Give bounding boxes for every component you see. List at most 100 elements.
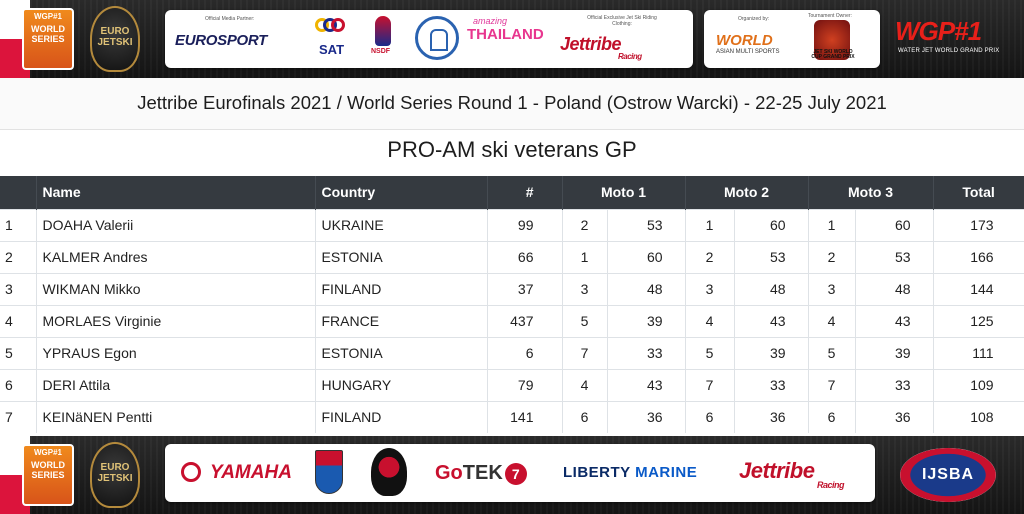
cell-moto2-points: 48 (734, 272, 809, 305)
table-row: 2 KALMER Andres ESTONIA 66 1 60 2 53 2 53 166 (0, 240, 1024, 273)
cell-moto1-position: 7 (562, 336, 608, 369)
cell-total: 166 (933, 240, 1024, 273)
jettribe-logo: Jettribe Racing (560, 34, 642, 61)
cell-moto2-points: 36 (734, 400, 809, 433)
sat-logo-text: SAT (319, 42, 345, 57)
gotek-go-text: Go (435, 462, 463, 484)
sat-logo: SAT (311, 18, 351, 58)
cell-moto2-points: 39 (734, 336, 809, 369)
gotek-logo: GoTEK 7 (435, 462, 527, 485)
world-series-logo: WGP#1 WORLD SERIES (22, 444, 74, 506)
gotek-tek-text: TEK (462, 462, 503, 484)
cell-moto1-points: 36 (607, 400, 686, 433)
cell-moto1-position: 6 (562, 400, 608, 433)
wgp-mini-label: WGP#1 (33, 448, 62, 457)
cell-name: KALMER Andres (36, 240, 316, 273)
cell-total: 173 (933, 208, 1024, 241)
cell-country: HUNGARY (315, 368, 488, 401)
nsdf-logo-text: NSDF (371, 48, 391, 55)
header-total[interactable]: Total (933, 176, 1024, 209)
gotek-seven-badge: 7 (504, 463, 527, 485)
euro-finals-logo-text: EURO JETSKI (97, 462, 133, 484)
cell-name: KEINäNEN Pentti (36, 400, 316, 433)
cell-moto3-position: 5 (808, 336, 856, 369)
header-name[interactable]: Name (36, 176, 316, 209)
world-cup-gp-logo (814, 20, 850, 60)
cell-moto2-points: 60 (734, 208, 809, 241)
clothing-label: Official Exclusive Jet Ski Riding Clothi… (587, 15, 657, 27)
cell-moto3-position: 3 (808, 272, 856, 305)
yamaha-logo-text: YAMAHA (209, 462, 292, 483)
cell-number: 6 (487, 336, 563, 369)
cell-moto2-position: 2 (685, 240, 735, 273)
ijsba-logo: IJSBA (900, 448, 996, 502)
header-moto2[interactable]: Moto 2 (685, 176, 809, 209)
liberty-marine-logo: LIBERTY MARINE (563, 464, 697, 481)
cell-number: 141 (487, 400, 563, 433)
cell-total: 144 (933, 272, 1024, 305)
cell-number: 99 (487, 208, 563, 241)
cell-number: 79 (487, 368, 563, 401)
jettribe-logo: Jettribe Racing (739, 458, 845, 490)
world-logo-subtext: ASIAN MULTI SPORTS (716, 49, 780, 55)
jettribe-logo-text: Jettribe (739, 458, 815, 483)
marine-text: MARINE (635, 464, 698, 481)
euro-finals-logo-text: EURO JETSKI (97, 26, 133, 48)
cell-moto1-points: 48 (607, 272, 686, 305)
cell-moto1-position: 3 (562, 272, 608, 305)
cell-moto1-position: 1 (562, 240, 608, 273)
wgp1-subtitle: WATER JET WORLD GRAND PRIX (898, 48, 1000, 54)
amazing-thailand-tagline: amazing (473, 16, 508, 26)
cell-country: FINLAND (315, 272, 488, 305)
cell-name: DOAHA Valerii (36, 208, 316, 241)
header-moto3[interactable]: Moto 3 (808, 176, 934, 209)
euro-finals-logo: EURO JETSKI (90, 6, 140, 72)
table-row: 6 DERI Attila HUNGARY 79 4 43 7 33 7 33 109 (0, 368, 1024, 401)
wgp1-logo: WGP#1 (895, 16, 982, 46)
table-header-row: Name Country # Moto 1 Moto 2 Moto 3 Tota… (0, 176, 1024, 209)
cell-number: 66 (487, 240, 563, 273)
cell-moto3-position: 1 (808, 208, 856, 241)
world-series-logo: WGP#1 WORLD SERIES (22, 8, 74, 70)
cell-moto2-points: 43 (734, 304, 809, 337)
nsdf-emblem-icon (375, 16, 391, 46)
sat-rings-icon (315, 18, 345, 42)
table-row: 4 MORLAES Virginie FRANCE 437 5 39 4 43 4 43 125 (0, 304, 1024, 337)
cell-moto1-points: 39 (607, 304, 686, 337)
cell-moto2-position: 1 (685, 208, 735, 241)
cell-pos: 1 (0, 208, 37, 241)
world-asian-multi-sports-logo: WORLD ASIAN MULTI SPORTS (716, 32, 779, 55)
liberty-text: LIBERTY (563, 464, 631, 481)
cell-country: ESTONIA (315, 240, 488, 273)
header-country[interactable]: Country (315, 176, 488, 209)
tournament-owner-label: Tournament Owner: (808, 13, 852, 19)
cell-moto3-position: 6 (808, 400, 856, 433)
event-title: Jettribe Eurofinals 2021 / World Series … (0, 78, 1024, 130)
cell-country: FRANCE (315, 304, 488, 337)
cell-pos: 6 (0, 368, 37, 401)
wgp-mini-label: WGP#1 (33, 12, 62, 21)
nsdf-logo: NSDF (371, 16, 395, 60)
results-table: Name Country # Moto 1 Moto 2 Moto 3 Tota… (0, 176, 1024, 433)
jettribe-racing-text: Racing (618, 52, 642, 61)
jettribe-racing-text: Racing (817, 480, 845, 490)
header-number[interactable]: # (487, 176, 563, 209)
cell-moto1-position: 2 (562, 208, 608, 241)
thai-ministry-emblem-icon (415, 16, 459, 60)
cell-pos: 7 (0, 400, 37, 433)
yamaha-logo: YAMAHA (181, 462, 292, 484)
cell-moto3-position: 4 (808, 304, 856, 337)
header-moto1[interactable]: Moto 1 (562, 176, 686, 209)
header-pos (0, 176, 37, 209)
cell-moto2-points: 53 (734, 240, 809, 273)
eurosport-logo: EUROSPORT (175, 32, 268, 49)
skull-club-logo-icon (371, 448, 407, 496)
cell-moto2-position: 4 (685, 304, 735, 337)
city-crest-icon (315, 450, 343, 494)
cell-total: 109 (933, 368, 1024, 401)
cell-moto2-position: 6 (685, 400, 735, 433)
cell-moto2-position: 5 (685, 336, 735, 369)
world-series-logo-text: WORLD SERIES (31, 460, 65, 480)
table-row: 7 KEINäNEN Pentti FINLAND 141 6 36 6 36 6 36 108 (0, 400, 1024, 433)
organized-by-label: Organized by: (738, 16, 770, 22)
